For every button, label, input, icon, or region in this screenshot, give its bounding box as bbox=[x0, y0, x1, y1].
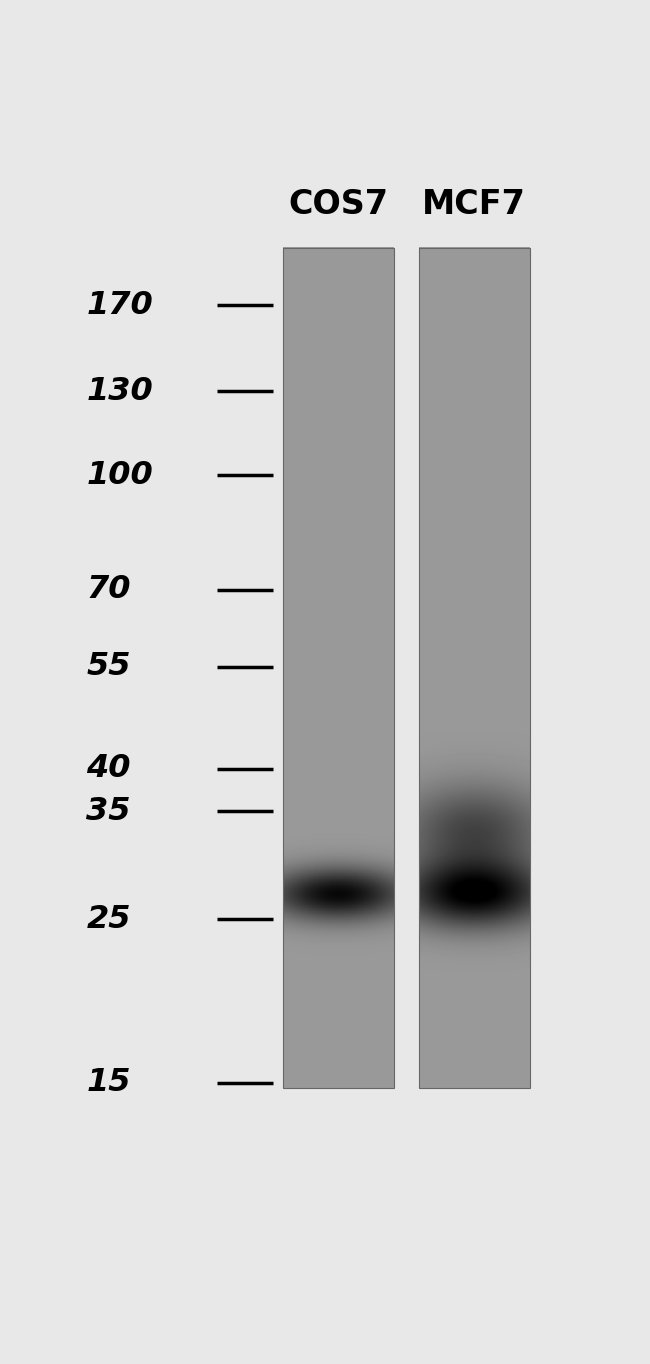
Text: MCF7: MCF7 bbox=[422, 188, 526, 221]
Text: 100: 100 bbox=[86, 460, 153, 491]
Text: 170: 170 bbox=[86, 291, 153, 321]
Text: COS7: COS7 bbox=[288, 188, 388, 221]
Text: 70: 70 bbox=[86, 574, 131, 606]
Bar bbox=[419, 248, 530, 1088]
Text: 15: 15 bbox=[86, 1067, 131, 1098]
Text: 35: 35 bbox=[86, 797, 131, 827]
Text: 25: 25 bbox=[86, 903, 131, 934]
Text: 40: 40 bbox=[86, 753, 131, 784]
Text: 130: 130 bbox=[86, 376, 153, 406]
Text: 55: 55 bbox=[86, 651, 131, 682]
Bar bbox=[283, 248, 393, 1088]
